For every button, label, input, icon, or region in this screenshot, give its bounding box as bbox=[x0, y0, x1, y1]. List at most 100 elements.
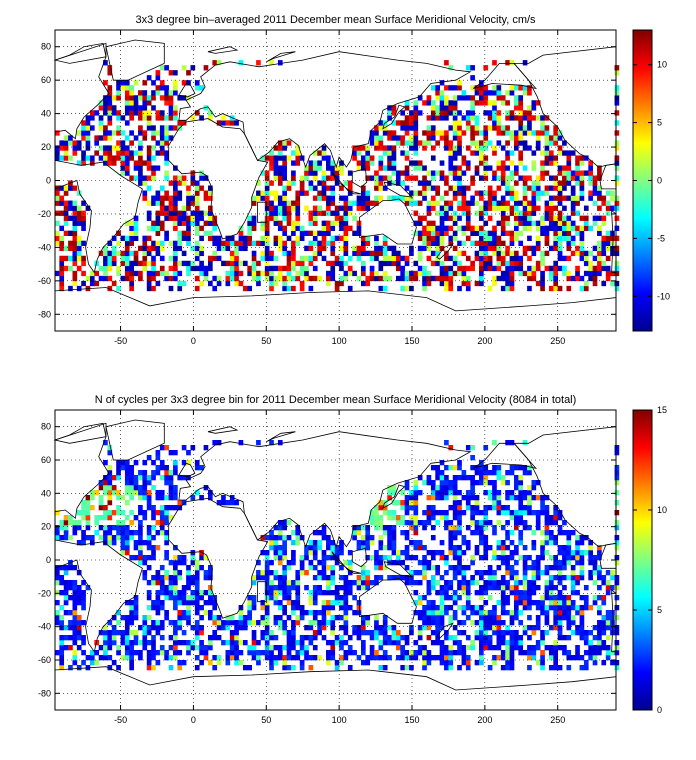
bin-cell bbox=[111, 630, 117, 636]
bin-cell bbox=[133, 530, 139, 536]
bin-cell bbox=[173, 560, 178, 566]
bin-cell bbox=[251, 650, 257, 656]
bin-cell bbox=[251, 200, 257, 206]
bin-cell bbox=[229, 275, 235, 282]
bin-cell bbox=[487, 125, 493, 131]
bin-cell bbox=[531, 220, 537, 226]
bin-cell bbox=[413, 650, 419, 656]
bin-cell bbox=[461, 495, 467, 501]
bin-cell bbox=[404, 140, 410, 146]
bin-cell bbox=[190, 640, 196, 646]
bin-cell bbox=[173, 80, 178, 86]
bin-cell bbox=[155, 220, 161, 226]
bin-cell bbox=[487, 570, 493, 576]
bin-cell bbox=[409, 145, 414, 151]
bin-cell bbox=[190, 555, 196, 561]
bin-cell bbox=[518, 580, 524, 586]
bin-cell bbox=[404, 185, 410, 191]
bin-cell bbox=[138, 520, 143, 526]
bin-cell bbox=[422, 280, 427, 287]
bin-cell bbox=[452, 530, 458, 536]
bin-cell bbox=[164, 230, 169, 236]
bin-cell bbox=[146, 525, 152, 531]
bin-cell bbox=[352, 530, 357, 536]
bin-cell bbox=[347, 665, 353, 671]
grid-lines bbox=[55, 410, 616, 710]
bin-cell bbox=[308, 565, 314, 571]
bin-cell bbox=[474, 100, 480, 106]
bin-cell bbox=[553, 125, 559, 131]
bin-cell bbox=[426, 170, 432, 176]
bin-cell bbox=[483, 160, 489, 166]
bin-cell bbox=[251, 270, 257, 277]
bin-cell bbox=[544, 200, 550, 206]
bin-cell bbox=[146, 455, 152, 461]
bin-cell bbox=[461, 185, 467, 191]
bin-cell bbox=[422, 665, 427, 671]
bin-cell bbox=[583, 270, 589, 277]
bin-cell bbox=[522, 185, 528, 191]
bin-cell bbox=[435, 225, 440, 231]
bin-cell bbox=[562, 185, 567, 191]
bin-cell bbox=[221, 115, 226, 121]
bin-cell bbox=[457, 85, 462, 91]
bin-cell bbox=[72, 240, 78, 247]
bin-cell bbox=[597, 230, 602, 236]
bin-cell bbox=[417, 560, 423, 566]
bin-cell bbox=[129, 275, 134, 282]
bin-cell bbox=[588, 640, 593, 646]
coastline bbox=[331, 171, 362, 195]
bin-cell bbox=[474, 125, 480, 131]
bin-cell bbox=[457, 140, 462, 146]
bin-cell bbox=[378, 180, 384, 186]
bin-cell bbox=[583, 635, 589, 641]
bin-cell bbox=[103, 515, 108, 521]
bin-cell bbox=[155, 465, 161, 471]
bin-cell bbox=[378, 535, 384, 541]
bin-cell bbox=[479, 540, 484, 546]
bin-cell bbox=[378, 625, 384, 631]
bin-cell bbox=[124, 265, 130, 272]
bin-cell bbox=[129, 225, 134, 231]
bin-cell bbox=[387, 260, 392, 267]
bin-cell bbox=[570, 235, 576, 241]
bin-cell bbox=[352, 625, 357, 631]
bin-cell bbox=[430, 610, 436, 616]
bin-cell bbox=[548, 150, 554, 156]
bin-cell bbox=[194, 605, 200, 611]
bin-cell bbox=[417, 615, 423, 621]
bin-cell bbox=[81, 240, 86, 247]
bin-cell bbox=[330, 655, 336, 661]
bin-cell bbox=[509, 620, 515, 626]
bin-cell bbox=[194, 595, 200, 601]
bin-cell bbox=[566, 225, 572, 231]
bin-cell bbox=[522, 560, 528, 566]
bin-cell bbox=[527, 270, 532, 277]
bin-cell bbox=[273, 195, 279, 201]
bin-cell bbox=[94, 150, 100, 156]
bin-cell bbox=[225, 245, 231, 252]
bin-cell bbox=[548, 665, 554, 671]
bin-cell bbox=[181, 590, 187, 596]
bin-cell bbox=[76, 630, 82, 636]
bin-cell bbox=[321, 560, 327, 566]
bin-cell bbox=[505, 595, 510, 601]
bin-cell bbox=[479, 650, 484, 656]
bin-cell bbox=[282, 610, 287, 616]
bin-cell bbox=[527, 655, 532, 661]
bin-cell bbox=[356, 205, 362, 211]
bin-cell bbox=[98, 525, 104, 531]
bin-cell bbox=[378, 525, 384, 531]
bin-cell bbox=[417, 490, 423, 496]
bin-cell bbox=[540, 600, 545, 606]
bin-cell bbox=[514, 190, 519, 196]
bin-cell bbox=[553, 610, 559, 616]
bin-cell bbox=[548, 155, 554, 161]
bin-cell bbox=[461, 95, 467, 101]
bin-cell bbox=[124, 135, 130, 141]
bin-cell bbox=[55, 230, 60, 236]
bin-cell bbox=[63, 135, 69, 141]
bin-cell bbox=[347, 635, 353, 641]
bin-cell bbox=[409, 200, 414, 206]
x-tick-label: 250 bbox=[550, 336, 565, 346]
